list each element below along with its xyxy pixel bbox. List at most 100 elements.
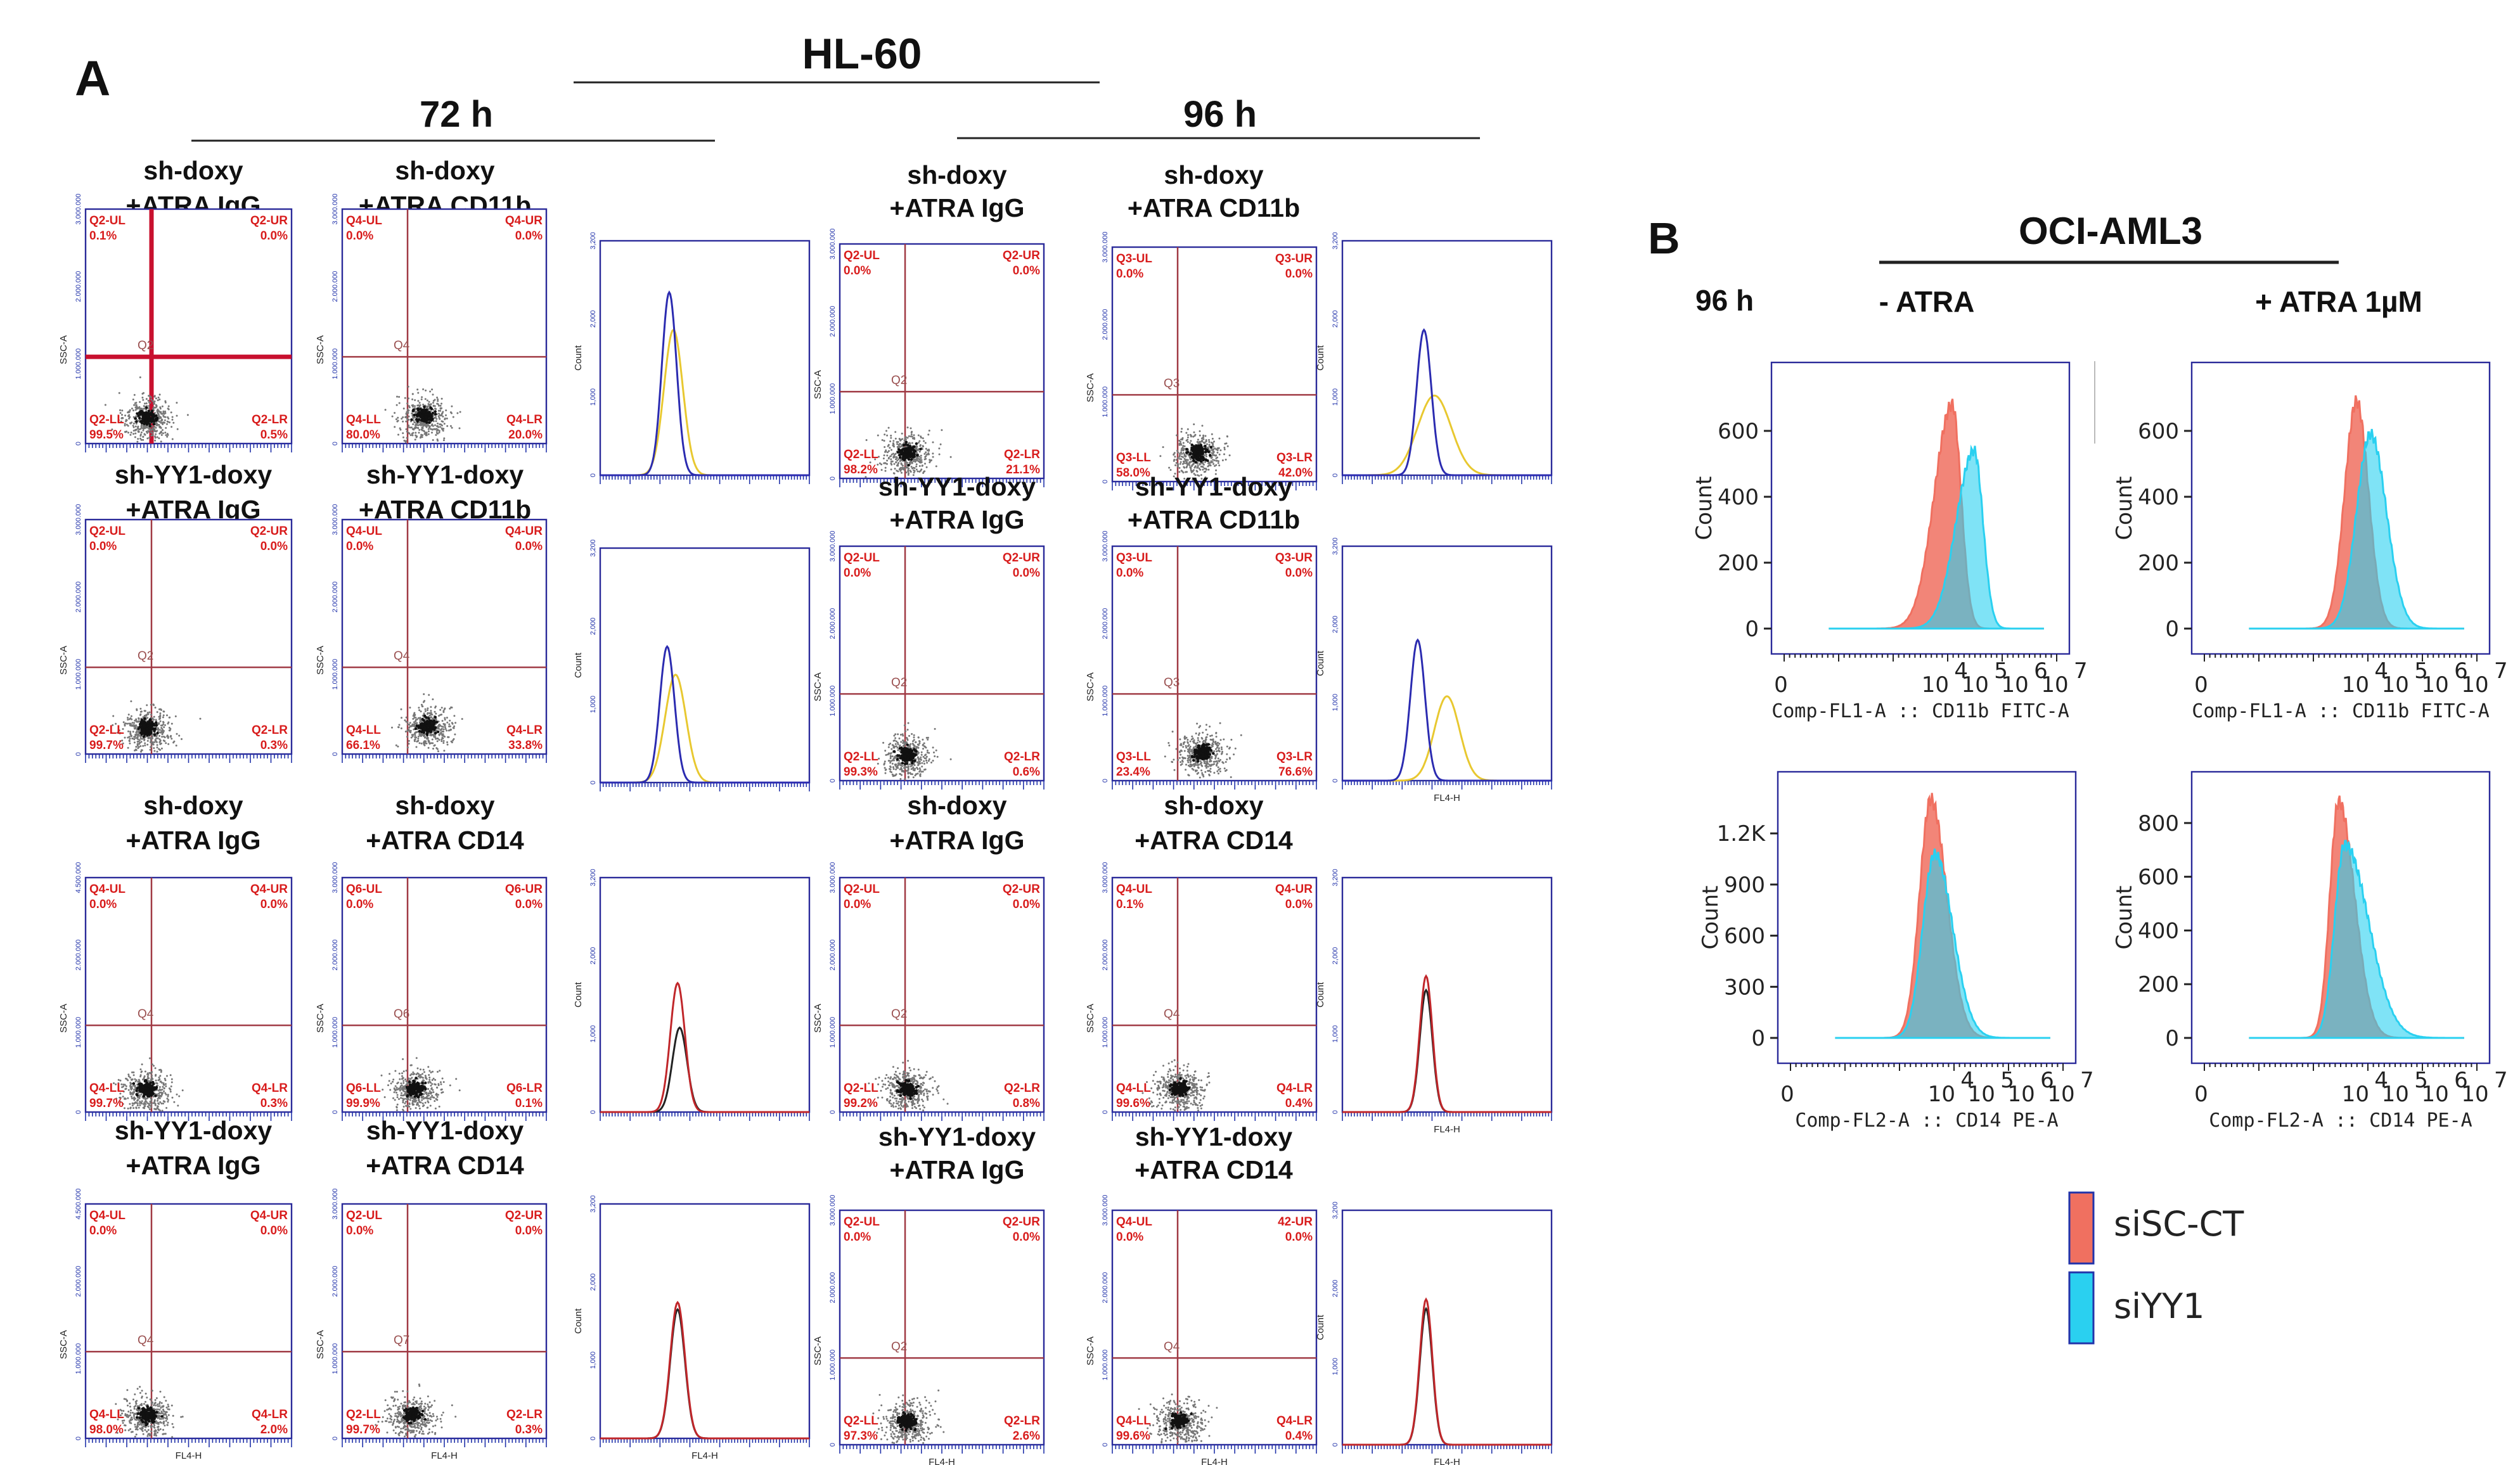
event-dot: [425, 425, 427, 427]
plot-title-line1: sh-doxy: [907, 160, 1006, 189]
event-dot: [932, 441, 934, 444]
event-dot: [407, 385, 409, 388]
event-dot: [150, 396, 152, 399]
event-dot: [438, 739, 440, 741]
event-dot: [907, 470, 910, 473]
event-dot: [925, 453, 928, 456]
event-dot: [907, 772, 910, 775]
event-dot: [169, 421, 170, 424]
quadrant-ul-percent: 0.0%: [844, 264, 871, 278]
event-dot: [142, 438, 145, 441]
event-dot: [1198, 732, 1200, 734]
event-dot: [906, 738, 908, 740]
event-dot-dense: [911, 456, 915, 459]
event-dot: [1216, 447, 1219, 449]
event-dot: [877, 434, 879, 437]
event-dot: [166, 734, 169, 737]
event-dot: [1202, 731, 1204, 734]
event-dot-dense: [151, 413, 155, 416]
event-dot: [1205, 738, 1207, 741]
event-dot: [1183, 453, 1186, 456]
event-dot: [894, 745, 896, 748]
event-dot: [924, 442, 927, 444]
event-dot: [439, 414, 441, 416]
event-dot: [890, 437, 892, 439]
event-dot: [133, 722, 136, 724]
event-dot: [157, 399, 159, 402]
event-dot-dense: [430, 728, 434, 731]
event-dot: [461, 718, 463, 720]
event-dot: [1185, 456, 1186, 458]
event-dot: [1207, 464, 1210, 467]
event-dot: [1194, 474, 1197, 477]
event-dot: [1178, 467, 1181, 469]
event-dot: [175, 745, 177, 747]
plot-title-line2: +ATRA CD11b: [1128, 193, 1300, 222]
event-dot: [156, 436, 158, 438]
event-dot-dense: [901, 762, 904, 765]
event-dot: [162, 714, 165, 717]
event-dot: [1180, 461, 1182, 463]
event-dot: [912, 474, 915, 477]
event-dot: [913, 467, 916, 470]
event-dot: [1186, 436, 1189, 438]
event-dot-dense: [913, 759, 916, 762]
event-dot: [910, 466, 913, 468]
event-dot-dense: [148, 733, 151, 736]
event-dot: [440, 707, 443, 709]
event-dot-dense: [424, 415, 427, 418]
event-dot: [880, 463, 883, 466]
event-dot: [127, 746, 129, 749]
event-dot: [442, 742, 445, 744]
event-dot: [895, 458, 897, 461]
event-dot: [1168, 466, 1171, 469]
event-dot-dense: [416, 407, 420, 411]
event-dot-dense: [410, 418, 413, 421]
event-dot: [903, 771, 905, 773]
event-dot: [915, 741, 916, 743]
event-dot: [1177, 451, 1180, 454]
event-dot: [920, 454, 922, 457]
event-dot: [1191, 464, 1193, 467]
event-dot: [132, 399, 134, 400]
event-dot: [412, 432, 415, 434]
event-dot-dense: [915, 750, 918, 753]
event-dot: [909, 772, 911, 774]
event-dot-dense: [1209, 454, 1212, 457]
quadrant-ul-label: Q2-UL: [844, 249, 880, 262]
event-dot-dense: [427, 717, 430, 720]
event-dot: [415, 736, 418, 739]
event-dot: [1194, 742, 1197, 745]
event-dot: [921, 448, 923, 451]
event-dot: [874, 458, 877, 461]
event-dot: [1179, 457, 1181, 460]
event-dot: [146, 717, 149, 719]
event-dot: [892, 440, 895, 442]
event-dot-dense: [907, 464, 910, 467]
event-dot: [199, 717, 202, 720]
event-dot: [893, 445, 895, 448]
event-dot: [148, 405, 150, 407]
event-dot: [1190, 764, 1192, 767]
event-dot: [1185, 764, 1187, 766]
event-dot: [888, 743, 890, 746]
event-dot: [414, 411, 416, 413]
event-dot-dense: [898, 450, 902, 453]
y-axis-label: SSC-A: [58, 335, 69, 364]
quadrant-lr-label: Q3-LR: [1276, 451, 1313, 464]
event-dot: [135, 404, 138, 406]
event-dot: [151, 425, 153, 427]
event-dot: [885, 769, 887, 771]
quadrant-ul-percent: 0.0%: [1116, 267, 1143, 281]
event-dot: [1202, 462, 1204, 464]
event-dot-dense: [908, 445, 912, 448]
event-dot: [396, 395, 398, 398]
event-dot: [151, 743, 153, 746]
event-dot: [150, 429, 152, 432]
event-dot-dense: [423, 714, 427, 717]
event-dot: [139, 708, 142, 710]
event-dot: [163, 726, 165, 729]
event-dot: [883, 454, 885, 457]
event-dot: [412, 734, 415, 736]
event-dot-dense: [427, 411, 431, 414]
